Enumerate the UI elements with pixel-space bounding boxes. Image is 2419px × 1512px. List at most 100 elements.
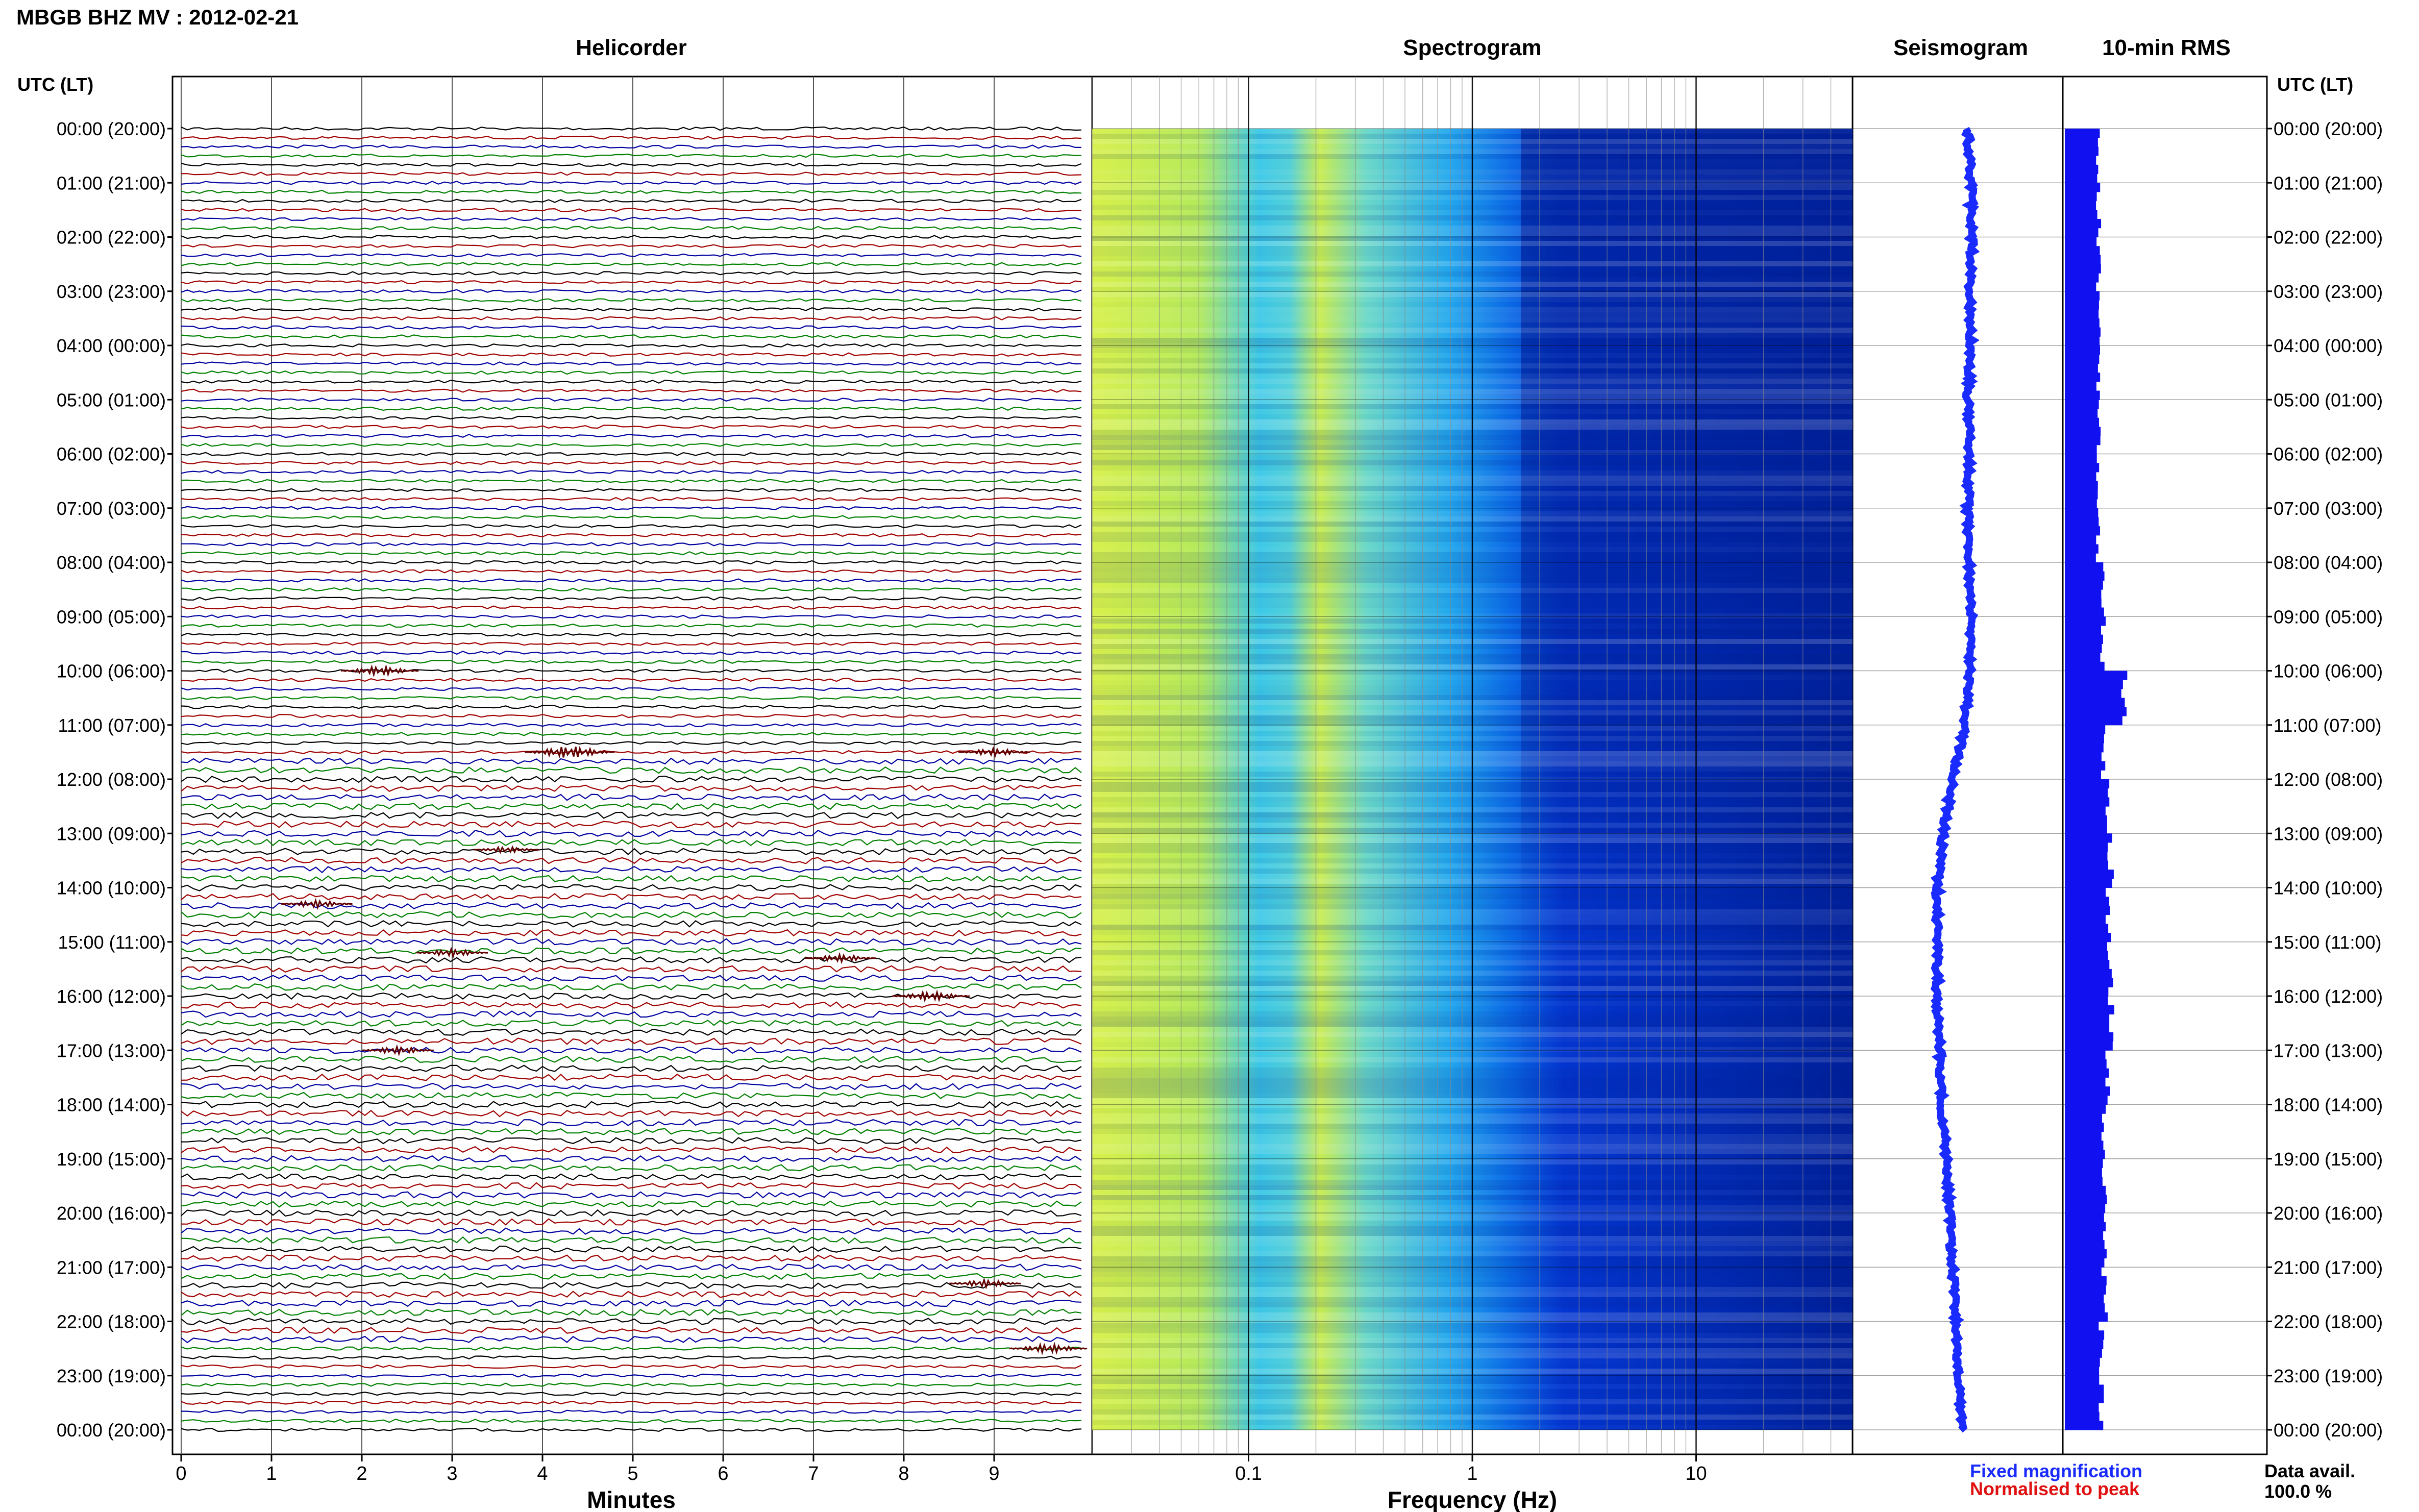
rms-bar — [2065, 933, 2111, 943]
time-label-right: 23:00 (19:00) — [2274, 1366, 2383, 1386]
time-label-left: 16:00 (12:00) — [57, 986, 166, 1007]
data-avail-value: 100.0 % — [2264, 1481, 2332, 1502]
helicorder-trace — [181, 1128, 1082, 1135]
helicorder-trace — [181, 1318, 1081, 1325]
time-label-left: 11:00 (07:00) — [58, 715, 166, 736]
helicorder-trace — [181, 343, 1082, 348]
rms-bar — [2065, 183, 2101, 192]
helicorder-trace — [181, 253, 1082, 258]
rms-bar — [2065, 1086, 2110, 1096]
helicorder-trace — [181, 1326, 1082, 1334]
legend-normalised-to-peak: Normalised to peak — [1970, 1478, 2140, 1499]
rms-bar — [2065, 860, 2109, 870]
minute-tick-label: 0 — [176, 1463, 186, 1484]
rms-bar — [2065, 842, 2108, 852]
helicorder-trace — [181, 271, 1082, 276]
rms-bar — [2065, 1384, 2104, 1394]
helicorder-trace — [181, 334, 1082, 339]
time-label-right: 11:00 (07:00) — [2274, 715, 2381, 736]
time-label-right: 06:00 (02:00) — [2274, 444, 2383, 465]
rms-bar — [2065, 1014, 2110, 1024]
helicorder-trace — [181, 298, 1082, 303]
helicorder-trace — [181, 199, 1082, 203]
rms-bar — [2065, 1411, 2100, 1421]
time-label-left: 23:00 (19:00) — [57, 1366, 166, 1386]
rms-bar — [2065, 734, 2104, 743]
helicorder-trace — [181, 1364, 1082, 1369]
rms-bar — [2065, 454, 2097, 463]
rms-bar — [2065, 463, 2100, 473]
helicorder-trace — [181, 352, 1081, 357]
helicorder-trace — [181, 1155, 1082, 1162]
rms-bar — [2065, 941, 2107, 951]
helicorder-trace — [181, 479, 1082, 483]
rms-bar — [2065, 282, 2096, 292]
rms-bar — [2065, 553, 2096, 563]
time-label-right: 21:00 (17:00) — [2274, 1257, 2383, 1278]
rms-bar — [2065, 436, 2101, 445]
rms-bar — [2065, 671, 2128, 680]
helicorder-trace — [181, 1191, 1082, 1199]
helicorder-trace — [181, 1236, 1082, 1244]
helicorder-trace — [181, 171, 1082, 176]
helicorder-event — [805, 952, 877, 964]
rms-bar — [2065, 291, 2100, 301]
rms-bar — [2065, 770, 2101, 780]
time-label-right: 09:00 (05:00) — [2274, 606, 2383, 627]
helicorder-trace — [181, 1109, 1082, 1118]
rms-bar — [2065, 526, 2100, 536]
helicorder-trace — [181, 974, 1082, 982]
helicorder-trace — [181, 1164, 1082, 1172]
helicorder-trace — [181, 289, 1082, 293]
helicorder-trace — [181, 415, 1082, 420]
helicorder-trace — [181, 135, 1082, 140]
helicorder-event — [416, 947, 488, 959]
helicorder-trace — [181, 1218, 1082, 1226]
rms-bar — [2065, 264, 2101, 274]
time-label-right: 07:00 (03:00) — [2274, 498, 2383, 519]
helicorder-trace — [181, 713, 1082, 718]
helicorder-trace — [181, 1382, 1082, 1387]
rms-bar — [2065, 761, 2106, 771]
time-label-left: 20:00 (16:00) — [57, 1203, 166, 1224]
helicorder-trace — [181, 1245, 1082, 1253]
utc-label-right: UTC (LT) — [2277, 74, 2353, 95]
helicorder-trace — [181, 829, 1082, 837]
helicorder-trace — [181, 235, 1082, 239]
rms-bar — [2065, 833, 2112, 843]
rms-title: 10-min RMS — [2102, 35, 2231, 60]
minute-tick-label: 5 — [627, 1463, 638, 1484]
rms-bar — [2065, 725, 2106, 734]
rms-bar — [2065, 164, 2099, 175]
helicorder-trace — [181, 442, 1082, 447]
rms-bar — [2065, 1195, 2107, 1204]
rms-bar — [2065, 1077, 2106, 1087]
helicorder-trace — [181, 1047, 1082, 1054]
rms-bar — [2065, 400, 2099, 409]
rms-bar — [2065, 1050, 2106, 1060]
helicorder-trace — [181, 126, 1082, 131]
rms-bar — [2065, 1294, 2104, 1304]
helicorder-trace — [181, 875, 1082, 882]
rms-bar — [2065, 797, 2110, 807]
time-label-left: 18:00 (14:00) — [57, 1095, 166, 1116]
rms-bar — [2065, 146, 2099, 156]
helicorder-trace — [181, 938, 1082, 946]
helicorder-trace — [181, 388, 1082, 393]
helicorder-trace — [181, 1028, 1082, 1036]
rms-bar — [2065, 752, 2102, 762]
data-avail-label: Data avail. — [2264, 1460, 2355, 1481]
time-label-left: 07:00 (03:00) — [57, 498, 166, 519]
time-label-left: 19:00 (15:00) — [57, 1149, 166, 1170]
helicorder-trace — [181, 632, 1081, 637]
helicorder-trace — [181, 811, 1082, 820]
helicorder-trace — [181, 1200, 1082, 1208]
rms-bar — [2065, 824, 2107, 834]
helicorder-trace — [181, 605, 1082, 610]
rms-bar — [2065, 1158, 2103, 1168]
rms-bar — [2065, 327, 2101, 337]
time-label-left: 08:00 (04:00) — [57, 552, 166, 573]
rms-bar — [2065, 969, 2112, 979]
time-label-right: 17:00 (13:00) — [2274, 1040, 2383, 1061]
rms-bar — [2065, 607, 2104, 617]
